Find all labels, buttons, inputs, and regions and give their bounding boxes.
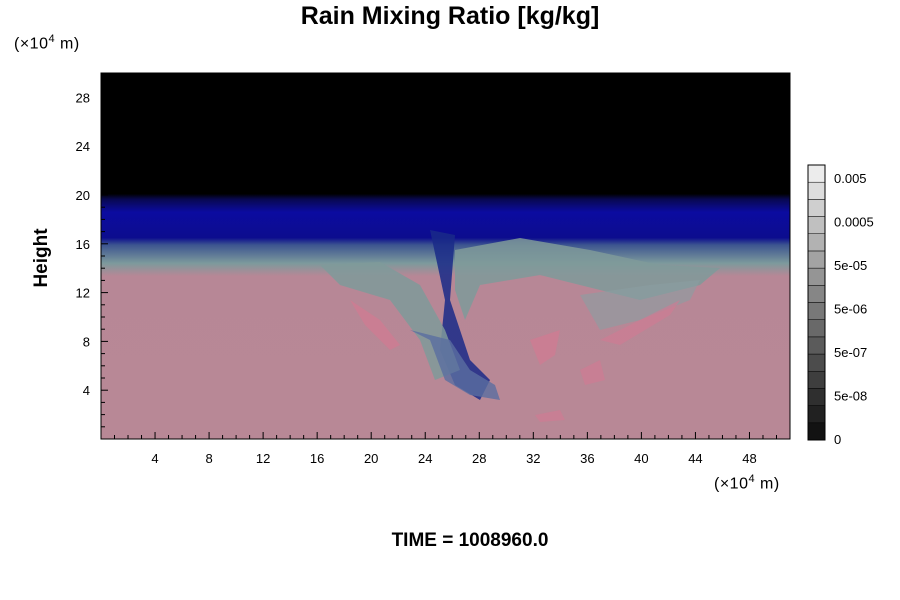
pink-streak-3 — [600, 300, 680, 345]
colorbar-label: 0.0005 — [834, 215, 874, 230]
x-tick-label: 24 — [418, 451, 432, 466]
y-tick-label: 12 — [76, 286, 90, 301]
colorbar: 0.005 0.0005 5e-05 5e-06 5e-07 5e-08 0 — [807, 164, 874, 447]
colorbar-bin — [807, 336, 826, 355]
x-tick-label: 44 — [688, 451, 702, 466]
y-tick-label: 24 — [76, 139, 90, 154]
pink-streak-4 — [580, 360, 605, 385]
x-tick-label: 16 — [310, 451, 324, 466]
y-tick-label: 8 — [83, 334, 90, 349]
colorbar-bin — [807, 199, 826, 217]
colorbar-label: 5e-06 — [834, 302, 867, 317]
colorbar-label: 0.005 — [834, 171, 867, 186]
colorbar-bin — [807, 233, 826, 252]
colorbar-label: 5e-07 — [834, 345, 867, 360]
x-tick-label: 28 — [472, 451, 486, 466]
y-tick-label: 16 — [76, 237, 90, 252]
plume-lower-streak — [410, 330, 500, 400]
y-tick-label: 20 — [76, 188, 90, 203]
colorbar-bin — [807, 319, 826, 338]
x-axis-unit: (×104 m) — [714, 473, 780, 493]
colorbar-bin — [807, 267, 826, 286]
colorbar-bin — [807, 371, 826, 389]
y-tick-label: 28 — [76, 90, 90, 105]
colorbar-bin — [807, 285, 826, 303]
colorbar-label: 5e-08 — [834, 389, 867, 404]
x-tick-label: 48 — [742, 451, 756, 466]
y-axis-label: Height — [31, 228, 52, 288]
colorbar-bin — [807, 181, 826, 200]
y-tick-label: 4 — [83, 383, 90, 398]
x-tick-label: 40 — [634, 451, 648, 466]
colorbar-bin — [807, 405, 826, 424]
x-axis: 4 8 12 16 20 24 28 32 36 40 44 48 — [114, 432, 777, 466]
plot-area — [101, 73, 790, 439]
x-tick-label: 32 — [526, 451, 540, 466]
plume-right-arm — [455, 238, 720, 320]
colorbar-bin — [807, 302, 826, 320]
pink-streak-2 — [530, 330, 560, 365]
plume-right-lower — [580, 280, 700, 330]
time-label: TIME = 1008960.0 — [391, 530, 549, 551]
pink-streak-5 — [535, 410, 565, 422]
plume-left-arm — [320, 262, 460, 380]
chart-title: Rain Mixing Ratio [kg/kg] — [300, 2, 600, 30]
colorbar-bin — [807, 422, 826, 441]
colorbar-bin — [807, 216, 826, 234]
x-tick-label: 4 — [151, 451, 158, 466]
colorbar-bin — [807, 353, 826, 372]
colorbar-label: 0 — [834, 432, 841, 447]
x-tick-label: 12 — [256, 451, 270, 466]
x-tick-label: 36 — [580, 451, 594, 466]
x-tick-label: 8 — [205, 451, 212, 466]
colorbar-label: 5e-05 — [834, 258, 867, 273]
x-tick-label: 20 — [364, 451, 378, 466]
colorbar-bin — [807, 388, 826, 406]
colorbar-frame — [807, 164, 826, 441]
colorbar-bin — [807, 250, 826, 269]
pink-streak-1 — [350, 300, 400, 350]
colorbar-bin — [807, 164, 826, 183]
y-axis-unit: (×104 m) — [14, 33, 80, 53]
y-axis: 4 8 12 16 20 24 28 — [76, 84, 108, 428]
